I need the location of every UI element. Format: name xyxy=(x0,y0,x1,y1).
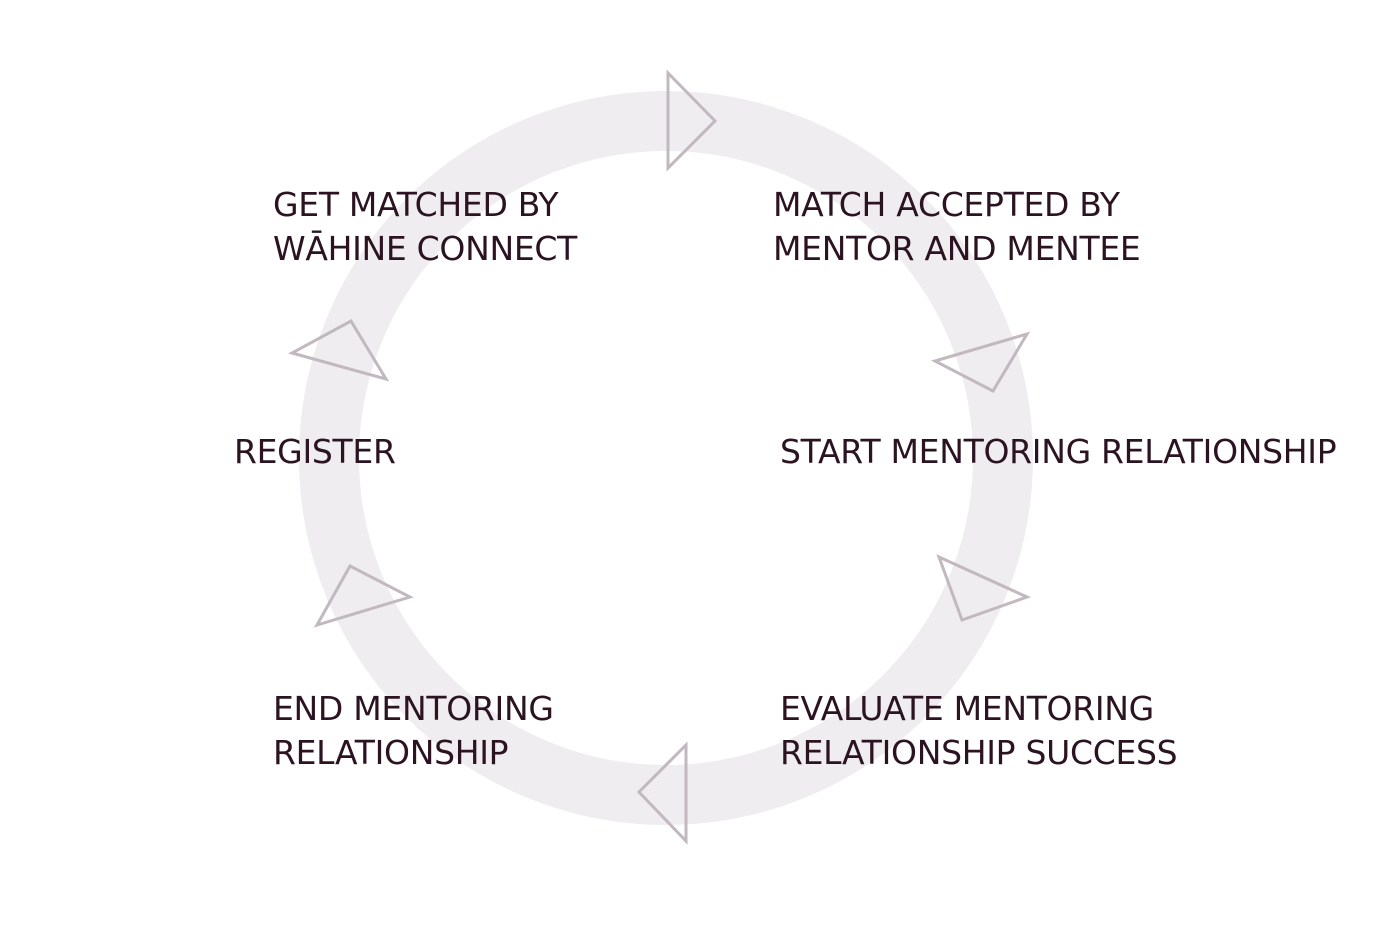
cycle-ring xyxy=(299,91,1033,825)
step-match-accepted-line-2: MENTOR AND MENTEE xyxy=(773,229,1141,268)
arrow-bottom-icon xyxy=(636,741,688,845)
step-register-line-1: REGISTER xyxy=(234,432,396,471)
arrow-upper-left-icon xyxy=(288,318,390,382)
arrow-lower-left-icon xyxy=(313,564,414,628)
step-match-accepted-label: MATCH ACCEPTED BY MENTOR AND MENTEE xyxy=(773,183,1141,271)
step-evaluate-line-2: RELATIONSHIP SUCCESS xyxy=(780,733,1178,772)
step-get-matched-line-2: WĀHINE CONNECT xyxy=(273,229,578,268)
step-start-line-1: START MENTORING RELATIONSHIP xyxy=(780,432,1337,471)
step-evaluate-label: EVALUATE MENTORING RELATIONSHIP SUCCESS xyxy=(780,687,1178,775)
step-evaluate-line-1: EVALUATE MENTORING xyxy=(780,689,1154,728)
arrow-upper-right-icon xyxy=(930,331,1031,393)
step-get-matched-label: GET MATCHED BY WĀHINE CONNECT xyxy=(273,183,577,271)
step-end-line-2: RELATIONSHIP xyxy=(273,733,509,772)
step-start-label: START MENTORING RELATIONSHIP xyxy=(780,430,1337,474)
step-get-matched-line-1: GET MATCHED BY xyxy=(273,185,559,224)
step-end-line-1: END MENTORING xyxy=(273,689,554,728)
arrow-lower-right-icon xyxy=(936,554,1032,622)
step-register-label: REGISTER xyxy=(234,430,396,474)
arrow-top-icon xyxy=(666,69,718,172)
step-match-accepted-line-1: MATCH ACCEPTED BY xyxy=(773,185,1120,224)
step-end-label: END MENTORING RELATIONSHIP xyxy=(273,687,554,775)
